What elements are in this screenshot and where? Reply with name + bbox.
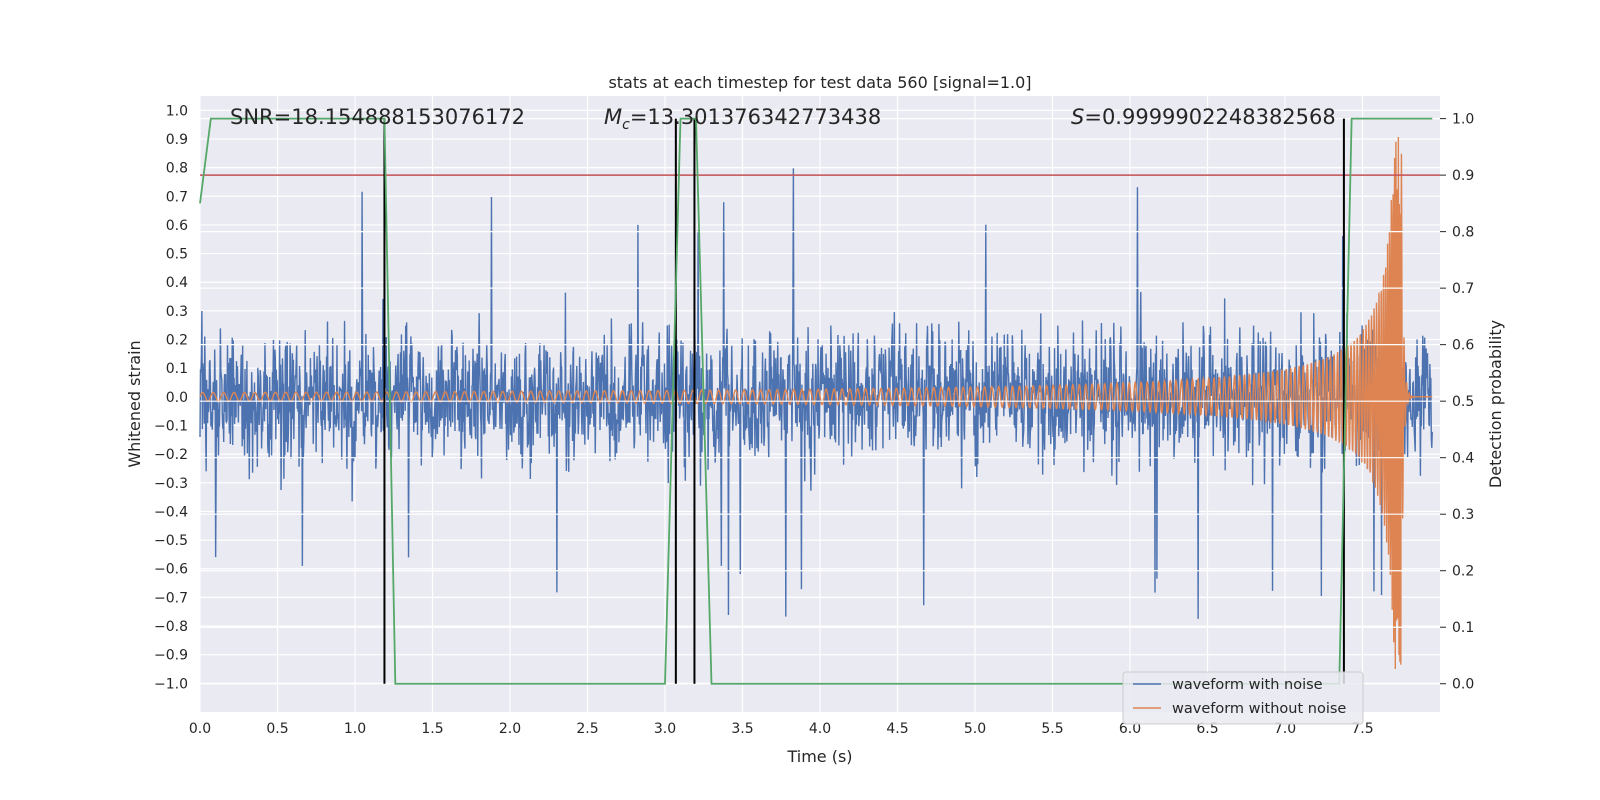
y-axis-left-label: Whitened strain [125,340,144,467]
x-tick-label: 7.5 [1351,721,1373,737]
chirp-mass-value: =13.301376342773438 [630,105,881,129]
s-value: =0.9999902248382568 [1084,105,1335,129]
y-right-tick-label: 0.1 [1452,620,1474,636]
x-tick-label: 6.0 [1119,721,1141,737]
y-right-tick-label: 0.2 [1452,564,1474,580]
tick-layer: 0.0 0.5 1.0 1.5 2.0 2.5 3.0 3.5 4.0 4.5 5.0 5.5 6.0 6… [154,103,1474,737]
x-tick-label: 4.5 [886,721,908,737]
y-right-tick-label: 0.5 [1452,394,1474,410]
x-tick-label: 0.0 [189,721,211,737]
x-tick-label: 1.0 [344,721,366,737]
y-left-tick-label: 0.3 [166,304,188,320]
legend-label-noise: waveform with noise [1172,677,1323,693]
x-axis-label: Time (s) [786,747,852,766]
y-left-tick-label: −0.4 [154,504,188,520]
y-left-tick-label: 1.0 [166,103,188,119]
chart-title: stats at each timestep for test data 560… [608,73,1031,92]
y-right-tick-label: 1.0 [1452,112,1474,128]
y-left-tick-label: −0.5 [154,533,188,549]
y-left-tick-label: 0.6 [166,218,188,234]
clean-waveform-line [199,137,1433,669]
y-left-tick-label: 0.1 [166,361,188,377]
y-left-tick-label: 0.2 [166,333,188,349]
y-axis-right-label: Detection probability [1486,320,1505,488]
y-left-tick-label: −0.9 [154,648,188,664]
detection-probability-series [199,117,1440,685]
y-left-tick-label: −0.3 [154,476,188,492]
chirp-mass-annotation: Mc=13.301376342773438 [604,105,881,133]
clean-waveform-series [199,137,1433,669]
y-right-tick-label: 0.8 [1452,225,1474,241]
detection-probability-line [199,117,1433,685]
x-tick-label: 2.0 [499,721,521,737]
x-tick-label: 4.0 [809,721,831,737]
y-left-tick-label: −0.2 [154,447,188,463]
y-left-tick-label: −0.6 [154,562,188,578]
noise-waveform-series [199,168,1433,619]
y-left-tick-label: 0.4 [166,275,188,291]
x-tick-label: 5.0 [964,721,986,737]
x-tick-label: 2.5 [576,721,598,737]
y-right-tick-label: 0.4 [1452,451,1474,467]
x-tick-label: 1.5 [421,721,443,737]
x-tick-label: 3.5 [731,721,753,737]
chirp-mass-subscript: c [622,117,630,133]
y-right-tick-label: 0.7 [1452,281,1474,297]
chirp-mass-symbol: M [604,105,622,129]
y-left-tick-label: −0.1 [154,418,188,434]
s-annotation: S=0.9999902248382568 [1071,105,1336,129]
y-right-tick-label: 0.6 [1452,338,1474,354]
y-left-tick-label: −1.0 [154,676,188,692]
y-left-tick-label: 0.5 [166,247,188,263]
y-right-tick-label: 0.9 [1452,168,1474,184]
x-tick-label: 6.5 [1196,721,1218,737]
y-left-tick-label: 0.7 [166,189,188,205]
y-left-tick-label: −0.8 [154,619,188,635]
x-tick-label: 3.0 [654,721,676,737]
y-left-tick-label: 0.8 [166,161,188,177]
s-symbol: S [1071,105,1084,129]
y-right-tick-label: 0.0 [1452,677,1474,693]
y-left-tick-label: 0.9 [166,132,188,148]
snr-annotation: SNR=18.154888153076172 [230,105,525,129]
legend: waveform with noise waveform without noi… [1122,671,1364,725]
legend-label-clean: waveform without noise [1172,701,1346,717]
y-left-tick-label: −0.7 [154,590,188,606]
legend-box [1122,671,1364,725]
x-tick-label: 5.5 [1041,721,1063,737]
x-tick-label: 7.0 [1274,721,1296,737]
y-left-tick-label: 0.0 [166,390,188,406]
x-tick-label: 0.5 [266,721,288,737]
noise-waveform-line [199,168,1433,619]
y-right-tick-label: 0.3 [1452,507,1474,523]
